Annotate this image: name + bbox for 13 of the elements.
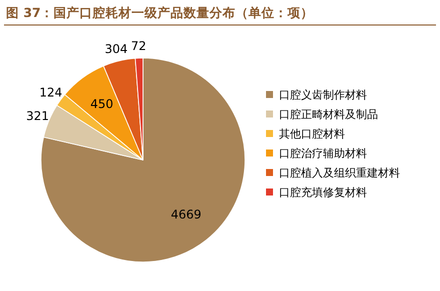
legend-label: 口腔植入及组织重建材料 xyxy=(279,166,400,180)
data-label: 304 xyxy=(104,42,128,56)
chart-title: 图 37：国产口腔耗材一级产品数量分布（单位：项） xyxy=(6,5,314,20)
legend-label: 口腔治疗辅助材料 xyxy=(279,147,367,160)
data-label: 4669 xyxy=(170,207,202,222)
data-label: 72 xyxy=(131,38,146,53)
legend-label: 其他口腔材料 xyxy=(279,128,345,140)
data-label: 124 xyxy=(39,86,62,100)
legend-label: 口腔义齿制作材料 xyxy=(279,88,367,102)
data-label: 450 xyxy=(90,97,114,112)
data-label: 321 xyxy=(26,108,50,123)
legend-label: 口腔正畸材料及制品 xyxy=(279,108,378,121)
legend-label: 口腔充填修复材料 xyxy=(279,186,367,199)
